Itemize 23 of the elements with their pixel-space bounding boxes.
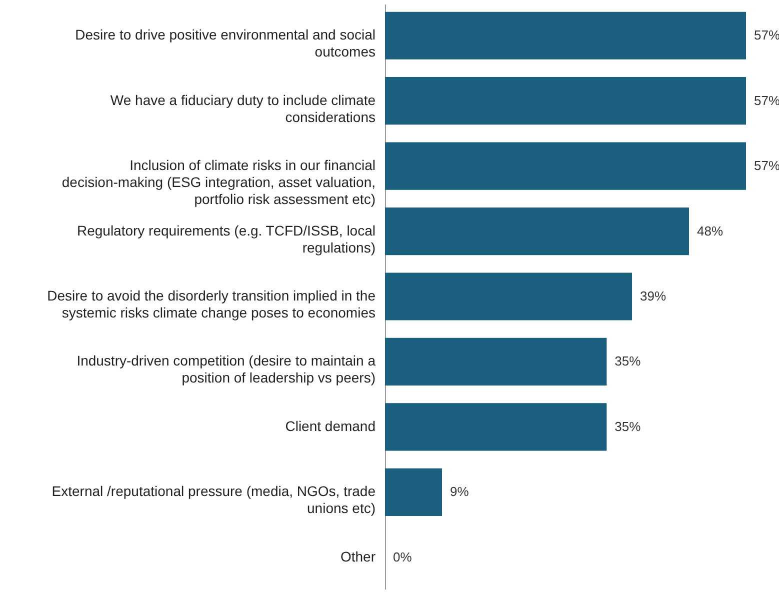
bar <box>385 403 607 451</box>
y-tick-label: Industry-driven competition (desire to maintain a position of leadership vs peers) <box>76 352 376 386</box>
bar <box>385 142 746 190</box>
bar <box>385 272 632 320</box>
y-tick-label: Client demand <box>285 418 376 434</box>
y-tick-label: Inclusion of climate risks in our financial decision-making (ESG integration, asset valuation, portfolio risk assessment etc) <box>62 157 376 208</box>
y-tick-label: Desire to avoid the disorderly transition implied in the systemic risks climate change poses to economies <box>47 288 376 320</box>
y-tick-label: Regulatory requirements (e.g. TCFD/ISSB, local regulations) <box>76 222 376 256</box>
data-label: 35% <box>614 418 642 434</box>
bar <box>385 77 746 125</box>
data-label: 35% <box>614 354 642 369</box>
bar <box>385 12 746 60</box>
data-label: 9% <box>450 484 470 500</box>
y-tick-label: External /reputational pressure (media, NGOs, trade unions etc) <box>52 483 376 516</box>
data-label: 0% <box>393 549 412 564</box>
y-tick-label: Other <box>340 548 376 564</box>
y-tick-label: Desire to drive positive environmental and social outcomes <box>75 26 376 60</box>
y-tick-label: We have a fiduciary duty to include climate considerations <box>110 92 376 125</box>
bar <box>385 468 442 516</box>
bar <box>385 338 607 386</box>
data-label: 39% <box>640 288 666 304</box>
bar <box>385 207 689 256</box>
data-label: 48% <box>697 223 724 238</box>
